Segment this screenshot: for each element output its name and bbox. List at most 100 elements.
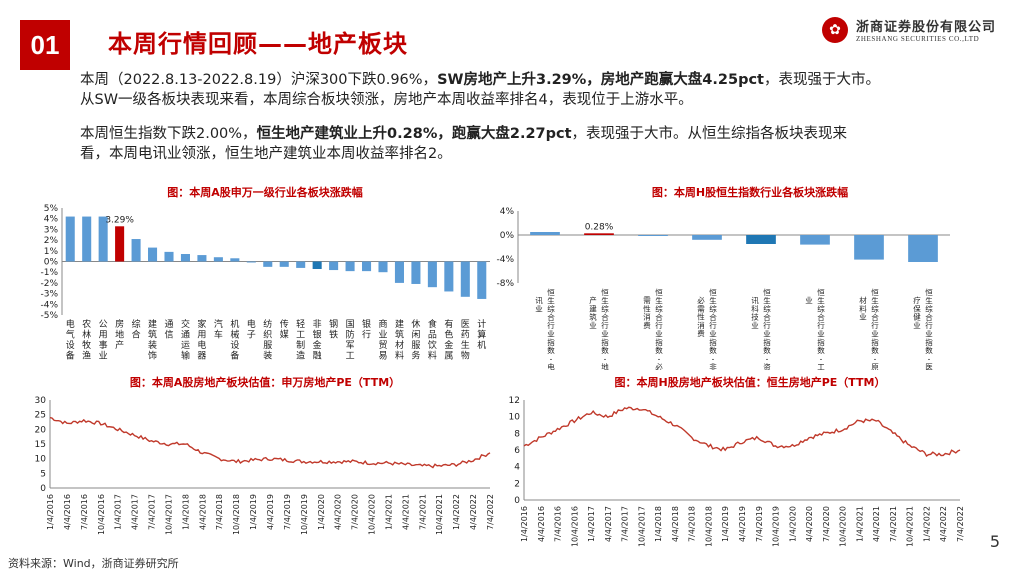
x-tick-label: 10/4/2018 — [232, 494, 241, 535]
x-tick-label: 10/4/2021 — [435, 494, 444, 535]
x-tick-label: 7/4/2017 — [148, 494, 157, 530]
y-tick-label: 15 — [35, 440, 46, 450]
x-category-label: 恒生综合行业指数-必需性消费 — [643, 287, 663, 370]
x-category-label: 食品饮料 — [428, 318, 437, 362]
bar-纺织服装 — [263, 261, 273, 267]
text-segment: 从SW一级各板块表现来看，本周综合板块领涨，房地产本周收益率排名4，表现位于上游… — [80, 92, 693, 108]
bar-恒生综合行业指数-工业 — [800, 235, 830, 245]
x-tick-label: 4/4/2019 — [266, 494, 275, 530]
y-tick-label: -8% — [496, 279, 514, 289]
bar-休闲服务 — [411, 261, 421, 284]
y-tick-label: 2 — [514, 479, 520, 489]
x-tick-label: 4/4/2016 — [63, 494, 72, 530]
page-number: 5 — [989, 532, 1000, 551]
x-category-label: 商业贸易 — [378, 318, 387, 362]
pe-series-line — [523, 406, 961, 457]
x-tick-label: 10/4/2020 — [368, 494, 377, 535]
y-tick-label: 4% — [500, 207, 515, 217]
h-share-pe-line-chart: 12 10 8 6 4 2 01/4/2016 4/4/2016 7/4/2016 10/4/20… — [509, 396, 965, 547]
x-tick-label: 1/4/2017 — [587, 506, 596, 542]
x-category-label: 国防军工 — [346, 319, 355, 362]
bar-银行 — [362, 261, 372, 272]
text-segment: 本周恒生指数下跌2.00%， — [80, 126, 257, 142]
x-category-label: 公用事业 — [99, 319, 108, 362]
bar-综合 — [131, 239, 141, 262]
text-segment: 看，本周电讯业领涨，恒生地产建筑业本周收益率排名2。 — [80, 146, 452, 162]
x-tick-label: 7/4/2019 — [755, 506, 764, 542]
bold-highlight: SW房地产上升3.29%，房地产跑赢大盘4.25pct — [437, 72, 764, 88]
x-category-label: 建筑材料 — [395, 318, 404, 362]
x-tick-label: 10/4/2019 — [300, 494, 309, 535]
x-tick-label: 4/4/2021 — [401, 494, 410, 530]
x-category-label: 恒生综合行业指数-原材料业 — [859, 287, 879, 370]
x-category-label: 轻工制造 — [296, 318, 305, 362]
x-tick-label: 4/4/2018 — [198, 494, 207, 530]
bar-国防军工 — [345, 261, 355, 272]
bar-机械设备 — [230, 258, 240, 262]
y-tick-label: 5% — [44, 204, 59, 214]
summary-paragraph-a-share: 本周（2022.8.13-2022.8.19）沪深300下跌0.96%，SW房地… — [80, 70, 1000, 110]
x-category-label: 电气设备 — [66, 318, 75, 362]
bar-恒生综合行业指数-必需性消费 — [638, 235, 668, 236]
y-tick-label: -2% — [40, 279, 58, 289]
x-tick-label: 1/4/2016 — [46, 494, 55, 530]
x-tick-label: 7/4/2022 — [956, 506, 965, 542]
bar-电子 — [246, 261, 256, 263]
x-tick-label: 4/4/2022 — [939, 506, 948, 542]
y-tick-label: 8 — [514, 429, 520, 439]
x-tick-label: 10/4/2020 — [839, 506, 848, 547]
bar-恒生综合行业指数-医疗保健业 — [908, 235, 938, 262]
x-category-label: 医药生物 — [461, 319, 470, 362]
bar-建筑装饰 — [148, 247, 158, 262]
x-tick-label: 10/4/2018 — [704, 506, 713, 547]
y-tick-label: 12 — [509, 396, 520, 406]
y-tick-label: 6 — [514, 446, 520, 456]
logo-chinese-name: 浙商证券股份有限公司 — [855, 20, 996, 35]
x-category-label: 机械设备 — [230, 318, 239, 362]
x-category-label: 传媒 — [280, 318, 289, 341]
x-category-label: 通信 — [164, 319, 173, 341]
x-tick-label: 4/4/2020 — [334, 494, 343, 530]
x-tick-label: 4/4/2017 — [131, 494, 140, 530]
x-category-label: 恒生综合行业指数-医疗保健业 — [913, 287, 933, 370]
x-tick-label: 4/4/2016 — [537, 506, 546, 542]
y-tick-label: 10 — [35, 455, 47, 465]
x-tick-label: 7/4/2018 — [688, 506, 697, 542]
x-tick-label: 7/4/2019 — [283, 494, 292, 530]
y-tick-label: 0 — [40, 484, 46, 494]
x-tick-label: 7/4/2016 — [80, 494, 89, 530]
chart-title-a-share-pe: 图：本周A股房地产板块估值：申万房地产PE（TTM） — [129, 376, 401, 389]
y-tick-label: 10 — [509, 413, 521, 423]
x-tick-label: 4/4/2019 — [738, 506, 747, 542]
bar-恒生综合行业指数-地产建筑业 — [584, 233, 614, 235]
bar-计算机 — [477, 261, 487, 299]
page-title: 本周行情回顾——地产板块 — [108, 30, 408, 58]
y-tick-label: 0% — [44, 258, 59, 268]
y-tick-label: 1% — [44, 247, 59, 257]
y-tick-label: -1% — [40, 268, 58, 278]
y-tick-label: 4% — [44, 215, 59, 225]
x-category-label: 汽车 — [214, 318, 223, 341]
x-category-label: 交通运输 — [181, 318, 190, 362]
x-category-label: 银行 — [362, 318, 371, 341]
bar-医药生物 — [460, 261, 470, 297]
x-tick-label: 1/4/2019 — [249, 494, 258, 530]
x-tick-label: 7/4/2021 — [418, 494, 427, 530]
x-tick-label: 7/4/2020 — [351, 494, 360, 530]
text-segment: ，表现强于大市。从恒生综指各板块表现来 — [571, 126, 848, 142]
bar-电气设备 — [65, 216, 75, 262]
x-category-label: 恒生综合行业指数-工业 — [805, 287, 825, 370]
x-tick-label: 1/4/2021 — [384, 494, 393, 530]
y-tick-label: 30 — [35, 396, 47, 406]
x-category-label: 房地产 — [115, 318, 124, 351]
x-tick-label: 1/4/2017 — [114, 494, 123, 530]
bar-有色金属 — [444, 261, 454, 292]
bar-annotation: 3.29% — [105, 215, 134, 225]
y-tick-label: 0% — [500, 231, 515, 241]
x-category-label: 建筑装饰 — [148, 318, 157, 362]
bar-annotation: 0.28% — [585, 222, 614, 232]
pe-series-line — [49, 416, 491, 469]
a-share-pe-line-chart: 30 25 20 15 10 5 01/4/2016 4/4/2016 7/4/2016 10/4… — [35, 396, 495, 535]
x-category-label: 有色金属 — [444, 318, 453, 362]
x-tick-label: 1/4/2020 — [317, 494, 326, 530]
